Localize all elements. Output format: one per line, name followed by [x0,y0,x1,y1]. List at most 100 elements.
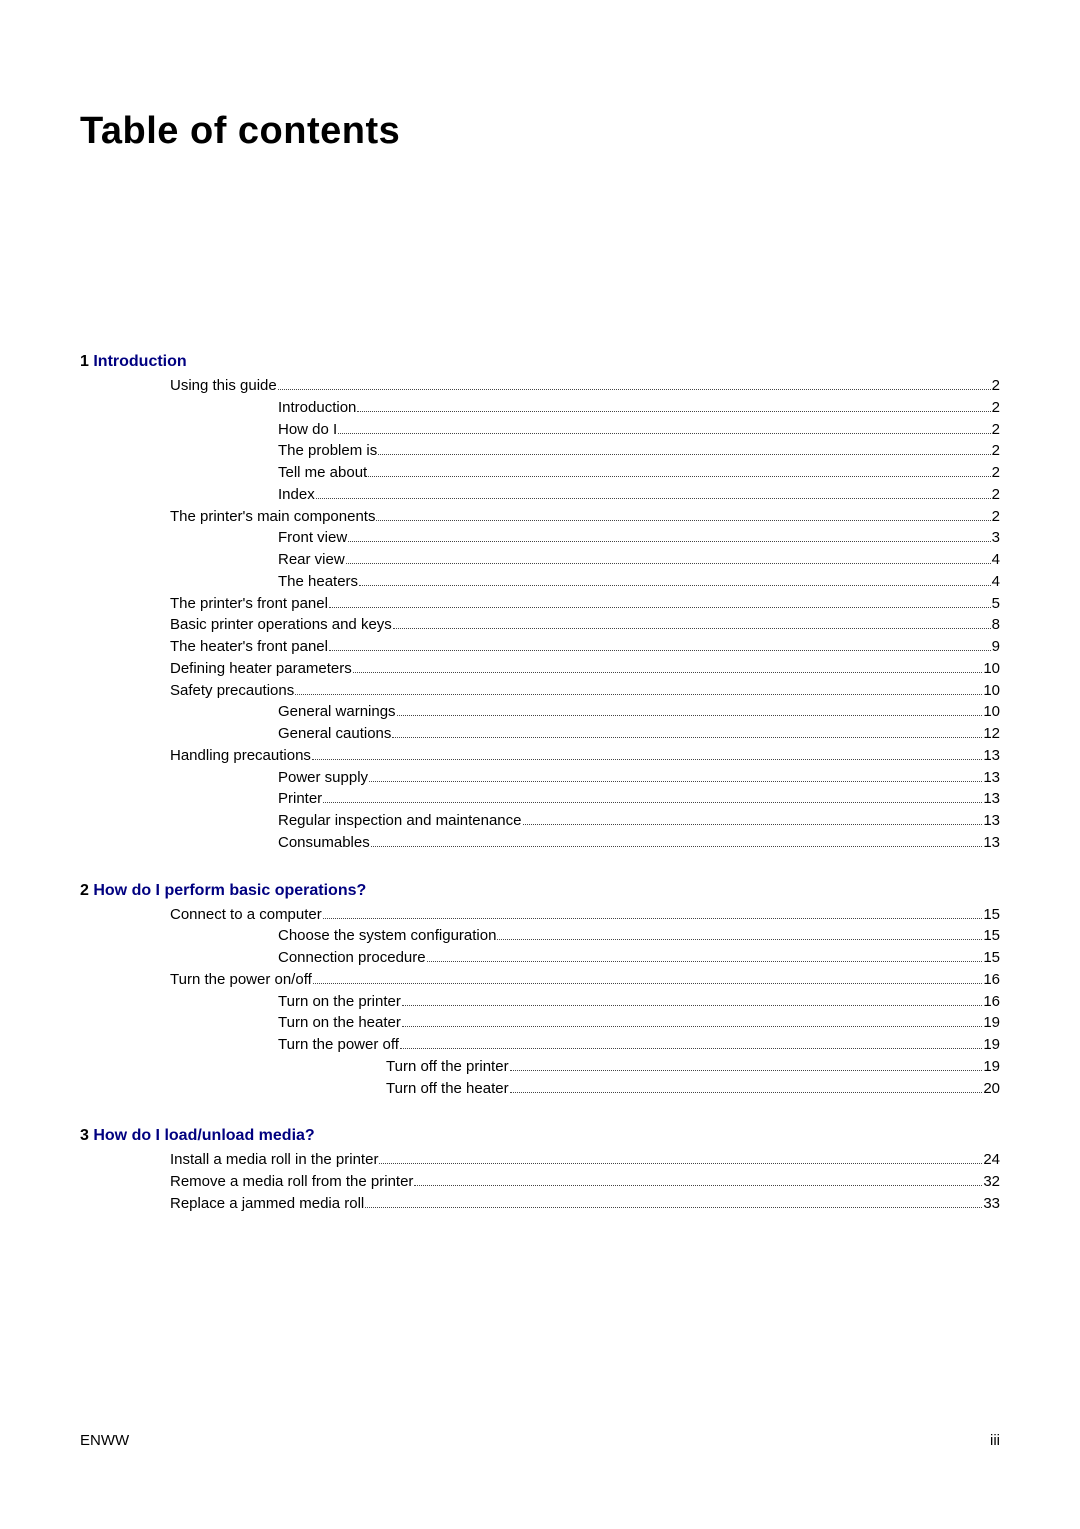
toc-leader-dots [312,746,982,760]
toc-entry-page: 2 [992,440,1000,462]
toc-entry[interactable]: General warnings 10 [170,701,1000,723]
toc-entry[interactable]: Turn the power off19 [170,1034,1000,1056]
section-heading: 2 How do I perform basic operations? [80,882,1000,900]
toc-entry[interactable]: The heater's front panel 9 [170,636,1000,658]
toc-entry-page: 2 [992,419,1000,441]
section-number: 2 [80,882,93,899]
toc-entry-page: 19 [983,1012,1000,1034]
toc-entry-page: 13 [983,810,1000,832]
section-link[interactable]: How do I load/unload media? [93,1127,314,1144]
toc-leader-dots [414,1173,982,1187]
toc-entry-label: Introduction [278,397,356,419]
toc-entry-page: 32 [983,1171,1000,1193]
toc-entry[interactable]: Front view3 [170,527,1000,549]
section-heading: 3 How do I load/unload media? [80,1127,1000,1145]
toc-entry-page: 4 [992,571,1000,593]
toc-entry-label: Rear view [278,549,345,571]
toc-entry[interactable]: Remove a media roll from the printer32 [170,1171,1000,1193]
toc-leader-dots [397,703,983,717]
toc-entry-label: Turn off the printer [386,1056,509,1078]
toc-entry-label: Turn the power off [278,1034,399,1056]
toc-leader-dots [523,812,983,826]
toc-entry-page: 13 [983,745,1000,767]
toc-entry[interactable]: Basic printer operations and keys8 [170,614,1000,636]
toc-entry-label: The heater's front panel [170,636,328,658]
toc-entry[interactable]: The printer's front panel5 [170,593,1000,615]
toc-entry-page: 9 [992,636,1000,658]
toc-entry[interactable]: Connection procedure 15 [170,947,1000,969]
section-number: 3 [80,1127,93,1144]
toc-entry[interactable]: Turn the power on/off16 [170,969,1000,991]
toc-leader-dots [295,681,982,695]
toc-entry-label: Regular inspection and maintenance [278,810,522,832]
toc-entry-label: Connect to a computer [170,904,322,926]
toc-entry-page: 2 [992,506,1000,528]
toc-entry-page: 15 [983,947,1000,969]
toc-entry-label: Consumables [278,832,370,854]
toc-entry[interactable]: Install a media roll in the printer24 [170,1149,1000,1171]
toc-entry-page: 2 [992,462,1000,484]
toc-entry[interactable]: Rear view4 [170,549,1000,571]
toc-entry[interactable]: Choose the system configuration15 [170,925,1000,947]
toc-leader-dots [329,594,991,608]
toc-entry[interactable]: Using this guide2 [170,375,1000,397]
toc-entry-label: The problem is [278,440,377,462]
section-number: 1 [80,353,93,370]
footer-right-text: iii [990,1432,1000,1449]
toc-entry[interactable]: Handling precautions13 [170,745,1000,767]
toc-entry-page: 10 [983,680,1000,702]
toc-entry-page: 10 [983,658,1000,680]
toc-entry-label: Turn off the heater [386,1078,509,1100]
toc-entry[interactable]: Connect to a computer 15 [170,904,1000,926]
toc-entry[interactable]: The problem is 2 [170,440,1000,462]
toc-block: Connect to a computer 15Choose the system… [80,904,1000,1100]
toc-leader-dots [378,442,990,456]
toc-entry-page: 10 [983,701,1000,723]
toc-entry-page: 13 [983,788,1000,810]
section-link[interactable]: Introduction [93,353,186,370]
toc-entry[interactable]: Introduction2 [170,397,1000,419]
toc-entry-page: 33 [983,1193,1000,1215]
toc-entry[interactable]: Turn off the printer 19 [170,1056,1000,1078]
toc-entry-page: 20 [983,1078,1000,1100]
toc-entry-label: General warnings [278,701,396,723]
toc-entry-page: 15 [983,904,1000,926]
toc-entry[interactable]: Turn off the heater 20 [170,1078,1000,1100]
toc-entry[interactable]: Printer13 [170,788,1000,810]
toc-entry-page: 2 [992,375,1000,397]
toc-leader-dots [402,1014,982,1028]
toc-leader-dots [427,949,983,963]
toc-entry-label: Connection procedure [278,947,426,969]
page-content: Table of contents 1 IntroductionUsing th… [0,0,1080,1215]
section-link[interactable]: How do I perform basic operations? [93,882,366,899]
toc-leader-dots [346,551,991,565]
toc-entry[interactable]: Regular inspection and maintenance 13 [170,810,1000,832]
toc-entry[interactable]: General cautions12 [170,723,1000,745]
toc-entry[interactable]: Turn on the printer16 [170,991,1000,1013]
toc-entry-page: 12 [983,723,1000,745]
toc-entry[interactable]: The printer's main components2 [170,506,1000,528]
toc-entry[interactable]: Defining heater parameters10 [170,658,1000,680]
toc-entry[interactable]: Turn on the heater19 [170,1012,1000,1034]
toc-entry[interactable]: Safety precautions10 [170,680,1000,702]
toc-leader-dots [371,833,983,847]
toc-leader-dots [510,1057,983,1071]
toc-leader-dots [365,1194,982,1208]
toc-entry-label: Install a media roll in the printer [170,1149,378,1171]
toc-entry-page: 5 [992,593,1000,615]
toc-entry[interactable]: The heaters4 [170,571,1000,593]
toc-entry[interactable]: Index2 [170,484,1000,506]
toc-leader-dots [359,572,991,586]
toc-leader-dots [392,725,982,739]
toc-entry-label: Basic printer operations and keys [170,614,392,636]
toc-entry[interactable]: How do I 2 [170,419,1000,441]
toc-entry-page: 19 [983,1056,1000,1078]
toc-entry-page: 16 [983,991,1000,1013]
toc-leader-dots [329,638,991,652]
toc-entry[interactable]: Consumables13 [170,832,1000,854]
toc-entry[interactable]: Power supply13 [170,767,1000,789]
toc-leader-dots [357,398,990,412]
document-title: Table of contents [80,110,1000,153]
toc-entry[interactable]: Tell me about 2 [170,462,1000,484]
toc-entry[interactable]: Replace a jammed media roll33 [170,1193,1000,1215]
